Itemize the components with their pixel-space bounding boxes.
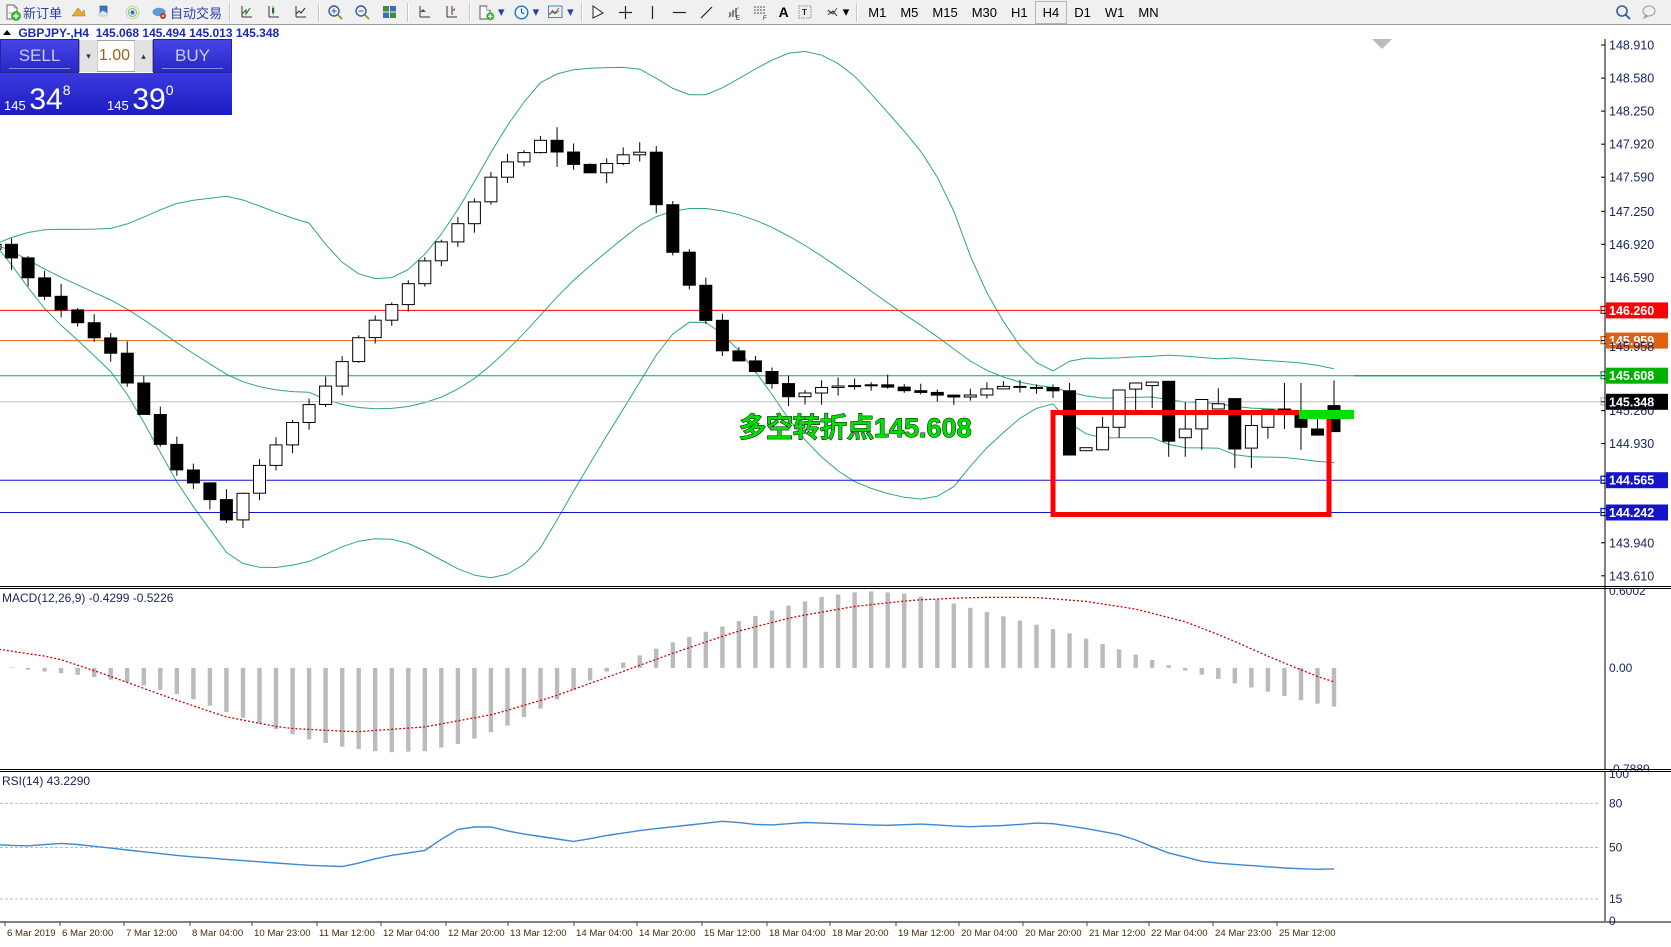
svg-text:13 Mar 12:00: 13 Mar 12:00 — [510, 928, 567, 939]
svg-text:12 Mar 20:00: 12 Mar 20:00 — [448, 928, 505, 939]
svg-text:15: 15 — [1609, 892, 1623, 906]
svg-text:147.250: 147.250 — [1609, 205, 1654, 219]
svg-text:10 Mar 23:00: 10 Mar 23:00 — [254, 928, 311, 939]
svg-text:T: T — [802, 8, 807, 17]
svg-text:11 Mar 12:00: 11 Mar 12:00 — [319, 928, 375, 939]
svg-text:25 Mar 12:00: 25 Mar 12:00 — [1279, 928, 1336, 939]
svg-text:多空转折点145.608: 多空转折点145.608 — [739, 412, 972, 443]
svg-text:146.590: 146.590 — [1609, 271, 1654, 285]
svg-text:144.565: 144.565 — [1609, 474, 1654, 488]
svg-text:148.910: 148.910 — [1609, 39, 1654, 53]
svg-text:143.610: 143.610 — [1609, 569, 1654, 583]
svg-text:144.242: 144.242 — [1609, 506, 1654, 520]
svg-text:145.608: 145.608 — [1609, 369, 1654, 383]
svg-text:18 Mar 04:00: 18 Mar 04:00 — [769, 928, 826, 939]
svg-text:147.920: 147.920 — [1609, 138, 1654, 152]
svg-text:20 Mar 20:00: 20 Mar 20:00 — [1025, 928, 1082, 939]
svg-text:7 Mar 12:00: 7 Mar 12:00 — [126, 928, 177, 939]
svg-text:145.958: 145.958 — [1609, 340, 1654, 354]
svg-text:0.6002: 0.6002 — [1609, 589, 1646, 598]
svg-text:146.920: 146.920 — [1609, 238, 1654, 252]
svg-text:6 Mar 2019: 6 Mar 2019 — [7, 928, 56, 939]
svg-text:F: F — [763, 16, 767, 21]
svg-text:18 Mar 20:00: 18 Mar 20:00 — [832, 928, 889, 939]
svg-text:144.930: 144.930 — [1609, 437, 1654, 451]
svg-text:8 Mar 04:00: 8 Mar 04:00 — [192, 928, 243, 939]
svg-text:0.00: 0.00 — [1609, 661, 1633, 675]
svg-text:22 Mar 04:00: 22 Mar 04:00 — [1151, 928, 1208, 939]
svg-text:14 Mar 04:00: 14 Mar 04:00 — [576, 928, 633, 939]
svg-text:146.260: 146.260 — [1609, 304, 1654, 318]
svg-text:20 Mar 04:00: 20 Mar 04:00 — [961, 928, 1018, 939]
svg-text:12 Mar 04:00: 12 Mar 04:00 — [383, 928, 440, 939]
svg-text:148.250: 148.250 — [1609, 105, 1654, 119]
svg-text:19 Mar 12:00: 19 Mar 12:00 — [898, 928, 955, 939]
svg-text:0: 0 — [1609, 914, 1616, 928]
svg-text:14 Mar 20:00: 14 Mar 20:00 — [639, 928, 696, 939]
svg-text:50: 50 — [1609, 841, 1623, 855]
svg-text:147.590: 147.590 — [1609, 171, 1654, 185]
svg-text:21 Mar 12:00: 21 Mar 12:00 — [1089, 928, 1146, 939]
svg-text:100: 100 — [1609, 772, 1629, 781]
svg-text:143.940: 143.940 — [1609, 536, 1654, 550]
svg-text:15 Mar 12:00: 15 Mar 12:00 — [704, 928, 761, 939]
svg-text:24 Mar 23:00: 24 Mar 23:00 — [1215, 928, 1272, 939]
svg-text:80: 80 — [1609, 796, 1623, 810]
svg-text:145.260: 145.260 — [1609, 404, 1654, 418]
svg-text:E: E — [736, 16, 740, 21]
svg-text:6 Mar 20:00: 6 Mar 20:00 — [62, 928, 113, 939]
svg-text:148.580: 148.580 — [1609, 72, 1654, 86]
